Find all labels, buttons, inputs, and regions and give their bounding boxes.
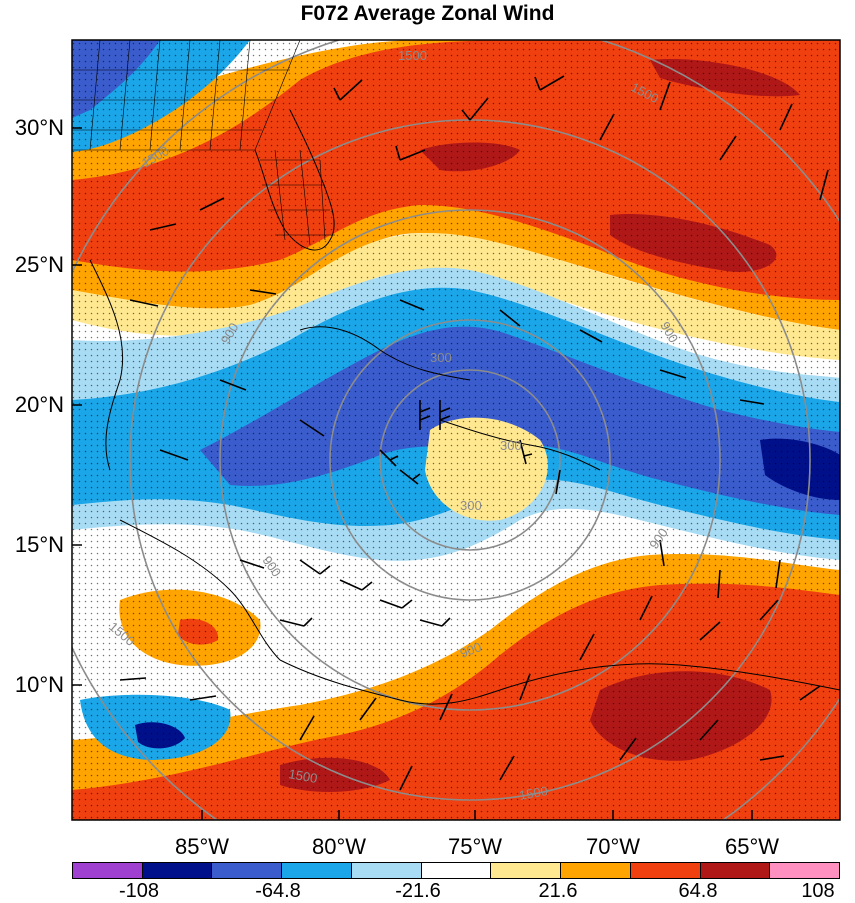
colorbar-swatch xyxy=(630,863,701,878)
map-frame xyxy=(71,39,841,821)
stipple-overlay xyxy=(72,40,840,820)
colorbar-label: 64.8 xyxy=(678,880,718,902)
coastlines xyxy=(89,109,840,705)
contour-label: 300 xyxy=(460,498,482,513)
lat-label-20n: 20°N xyxy=(14,392,64,417)
contour-label: 900 xyxy=(458,639,484,661)
contour-label: 1500 xyxy=(518,783,549,803)
colorbar-swatch xyxy=(282,863,352,878)
colorbar-label: 21.6 xyxy=(538,880,578,902)
colorbar-label: 108 xyxy=(801,880,835,902)
colorbar-swatch xyxy=(73,863,143,878)
colorbar-swatch xyxy=(700,863,771,878)
colorbar-swatch xyxy=(561,863,631,878)
lon-label-85w: 85°W xyxy=(174,834,230,859)
lon-label-75w: 75°W xyxy=(447,834,503,859)
colorbar-swatch xyxy=(770,863,840,878)
colorbar-swatch xyxy=(421,863,492,878)
lat-ticks xyxy=(72,127,753,820)
lat-label-25n: 25°N xyxy=(14,252,64,277)
lon-label-70w: 70°W xyxy=(585,834,641,859)
wind-barbs xyxy=(119,75,829,791)
contour-label: 1500 xyxy=(287,766,318,786)
lon-label-65w: 65°W xyxy=(724,834,780,859)
map-title: F072 Average Zonal Wind xyxy=(300,2,555,25)
lat-label-15n: 15°N xyxy=(14,532,64,557)
contour-label: 1500 xyxy=(398,48,427,63)
lon-label-80w: 80°W xyxy=(311,834,367,859)
colorbar-swatch xyxy=(212,863,283,878)
colorbar-swatch xyxy=(142,863,213,878)
colorbar-label: -21.6 xyxy=(395,880,441,902)
colorbar-label: -64.8 xyxy=(255,880,301,902)
contour-label: 300 xyxy=(500,438,522,453)
colorbar-swatch xyxy=(351,863,422,878)
lat-label-10n: 10°N xyxy=(14,672,64,697)
us-county-lines xyxy=(72,40,335,246)
contour-label: 300 xyxy=(430,350,452,365)
colorbar-label: -108 xyxy=(118,880,160,902)
colorbar-swatch xyxy=(491,863,562,878)
lat-label-30n: 30°N xyxy=(14,115,64,140)
colorbar xyxy=(72,862,840,879)
